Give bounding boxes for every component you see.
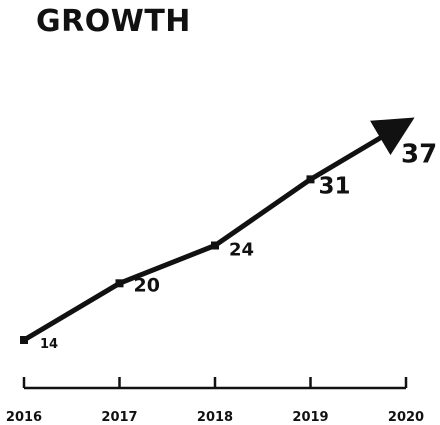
series-line-group	[22, 117, 415, 343]
series-line	[22, 117, 415, 343]
chart-title: GROWTH	[36, 4, 191, 39]
data-points	[20, 175, 315, 344]
data-label: 14	[40, 337, 58, 352]
data-label: 24	[229, 240, 254, 261]
x-tick-label: 2017	[101, 410, 137, 425]
data-label: 20	[134, 274, 160, 296]
x-tick-label: 2020	[388, 410, 424, 425]
data-point	[115, 279, 124, 288]
data-point	[20, 336, 28, 344]
data-point	[306, 175, 315, 184]
x-axis: 2016 2017 2018 2019 2020	[6, 377, 424, 425]
x-tick-label: 2018	[197, 410, 233, 425]
x-tick-label: 2019	[292, 410, 328, 425]
data-label: 37	[401, 140, 437, 170]
x-tick-label: 2016	[6, 410, 42, 425]
data-point	[211, 241, 219, 250]
data-labels: 14 20 24 31 37	[40, 140, 437, 352]
data-label: 31	[319, 173, 351, 199]
